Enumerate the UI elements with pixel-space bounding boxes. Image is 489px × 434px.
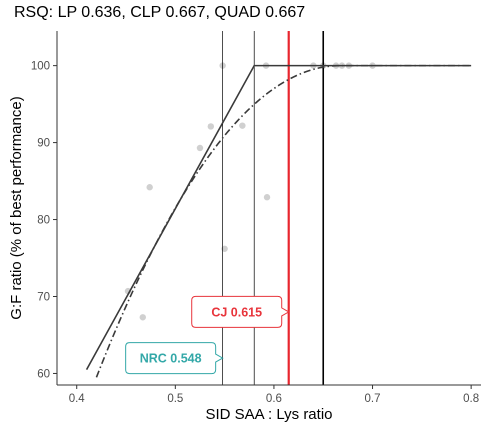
data-point-4	[207, 123, 215, 130]
x-tick-label-2: 0.6	[266, 393, 282, 405]
y-tick-label-2: 80	[37, 215, 50, 227]
x-tick-label-3: 0.7	[365, 393, 381, 405]
callout-box-0	[191, 295, 290, 328]
x-axis-title: SID SAA : Lys ratio	[206, 406, 333, 423]
data-point-6	[221, 245, 228, 252]
quad-fit-curve	[95, 64, 472, 378]
y-axis-title: G:F ratio (% of best performance)	[8, 96, 25, 319]
x-tick-label-1: 0.5	[167, 393, 183, 405]
data-point-3	[196, 144, 204, 152]
lp-fit-line	[85, 64, 472, 370]
x-tick-label-0: 0.4	[69, 393, 86, 405]
data-point-1	[139, 314, 146, 321]
y-tick-label-3: 90	[37, 138, 50, 150]
y-tick-label-1: 70	[37, 292, 50, 304]
data-point-7	[239, 122, 246, 129]
y-tick-label-0: 60	[37, 368, 50, 380]
x-tick-label-4: 0.8	[463, 393, 479, 405]
plot-panel	[85, 31, 472, 385]
data-point-9	[263, 194, 271, 201]
callout-box-1	[125, 342, 224, 375]
callout-label-1: NRC 0.548	[140, 352, 202, 366]
chart-title: RSQ: LP 0.636, CLP 0.667, QUAD 0.667	[14, 4, 306, 21]
callout-label-0: CJ 0.615	[211, 305, 262, 319]
y-tick-label-4: 100	[31, 61, 50, 73]
data-point-2	[146, 184, 153, 191]
